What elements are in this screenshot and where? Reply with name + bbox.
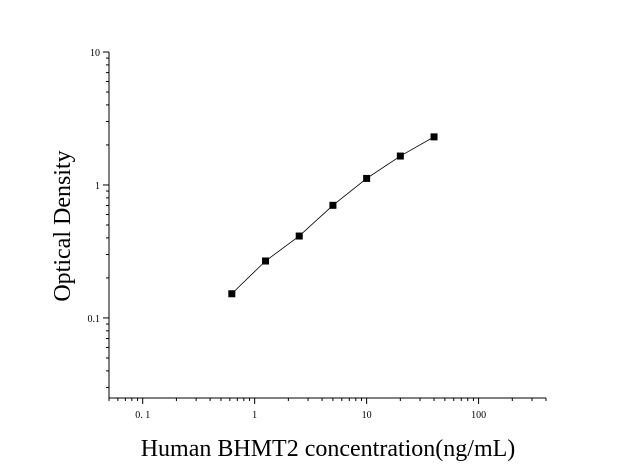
data-point (430, 133, 438, 141)
data-point (363, 174, 371, 182)
x-tick-label: 1 (252, 410, 257, 421)
fit-curve (231, 136, 435, 295)
x-tick-label: 100 (471, 410, 486, 421)
y-axis-ticks: 0.1 1 10 (88, 48, 109, 388)
x-axis-title: Human BHMT2 concentration(ng/mL) (141, 436, 516, 462)
data-point (329, 201, 337, 209)
data-point (262, 257, 270, 265)
y-tick-label: 10 (90, 48, 100, 59)
y-tick-label: 1 (95, 181, 100, 192)
data-point (228, 290, 236, 298)
axes (108, 52, 546, 399)
data-point (396, 152, 404, 160)
data-point (295, 232, 303, 240)
x-axis-ticks: 0. 1 1 10 100 (108, 398, 547, 421)
y-tick-label: 0.1 (88, 314, 101, 325)
data-points (228, 133, 438, 298)
x-tick-label: 0. 1 (135, 410, 150, 421)
fit-curve-group (231, 136, 435, 295)
y-axis-title: Optical Density (50, 150, 76, 301)
x-tick-label: 10 (362, 410, 372, 421)
